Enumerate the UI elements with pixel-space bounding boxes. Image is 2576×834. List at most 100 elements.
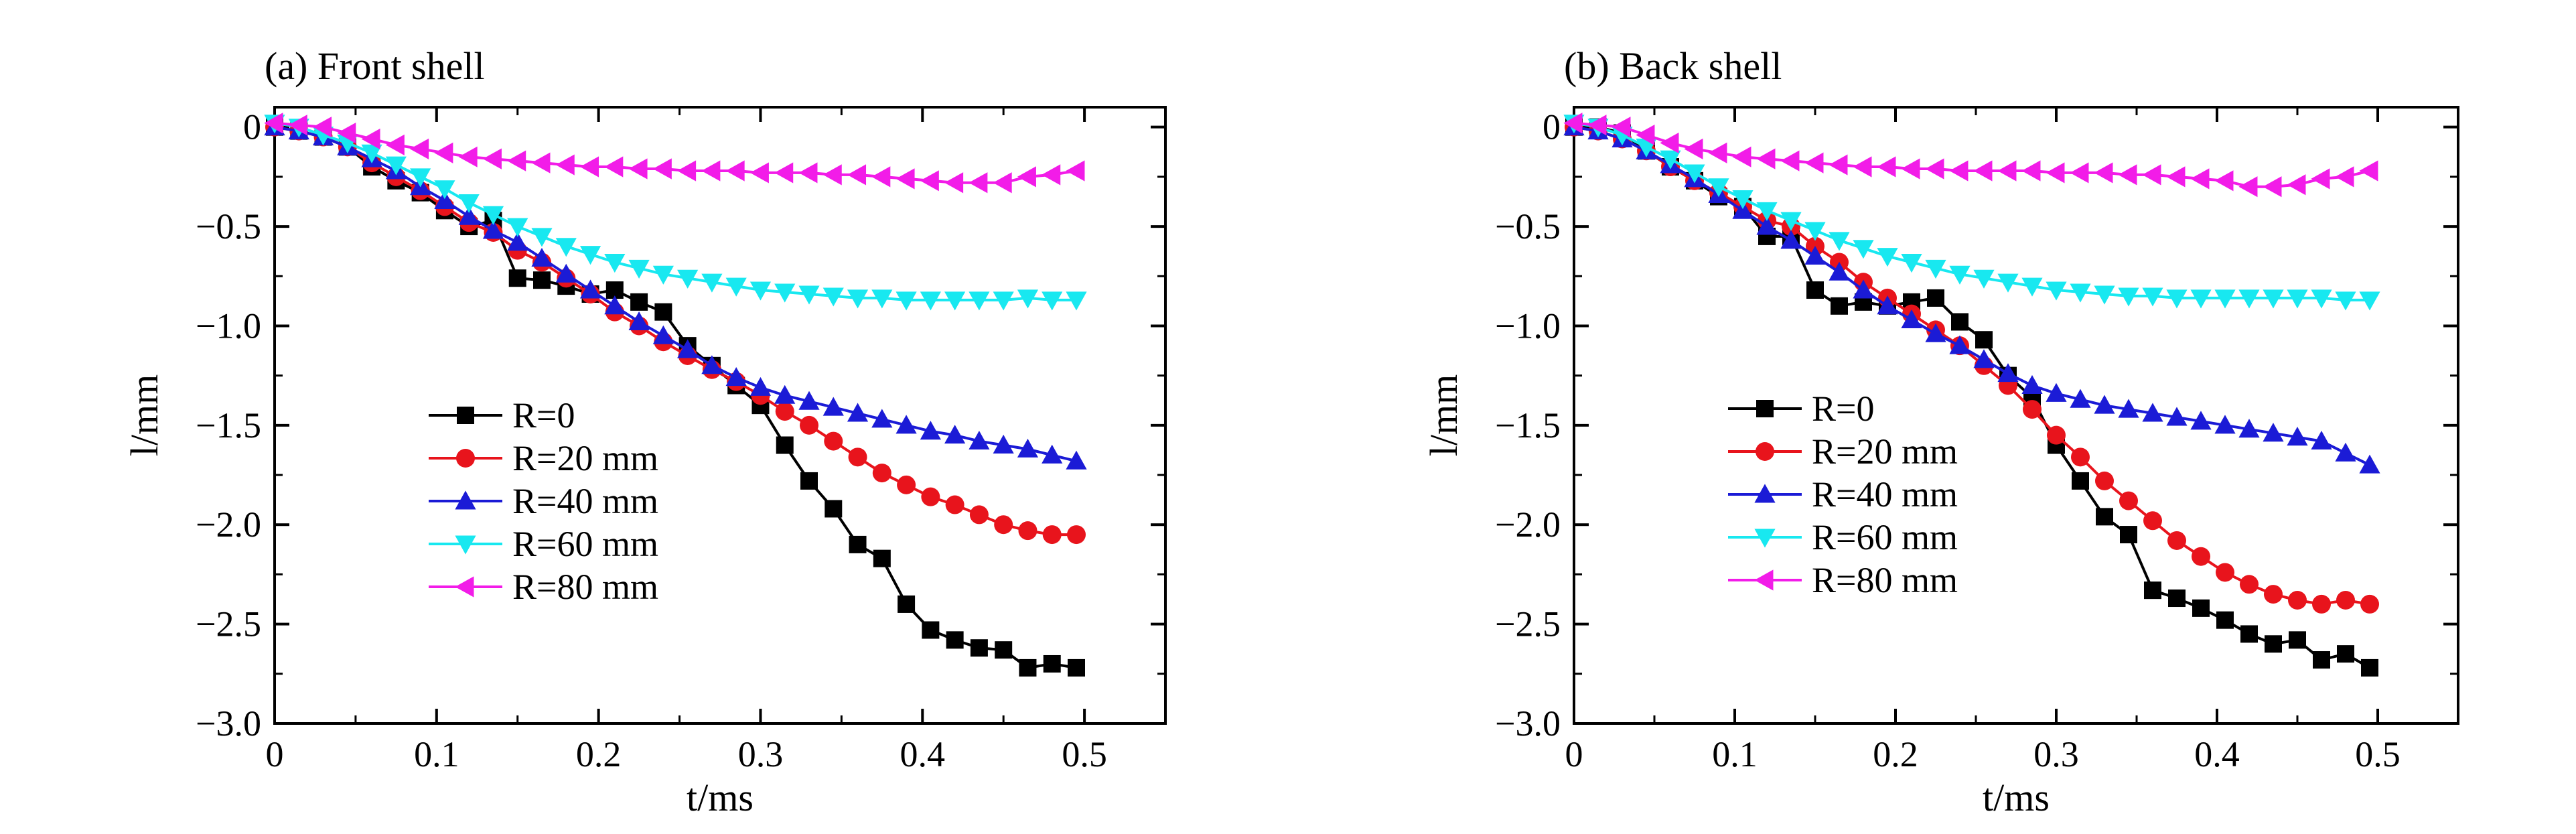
data-point <box>1017 289 1039 309</box>
data-point <box>2192 599 2210 617</box>
data-point <box>555 154 575 176</box>
data-point <box>385 134 405 155</box>
data-point <box>2070 283 2091 303</box>
data-point <box>1853 279 1874 299</box>
data-point <box>2359 291 2380 311</box>
data-point <box>1829 261 1850 281</box>
data-point <box>2118 287 2139 307</box>
data-point <box>701 355 723 374</box>
data-point <box>1949 160 1969 182</box>
data-point <box>822 397 844 416</box>
y-tick-label: −2.0 <box>196 504 261 545</box>
data-point <box>1901 254 1922 273</box>
legend-label: R=0 <box>1812 389 1874 429</box>
data-point <box>434 180 455 200</box>
series-line <box>274 125 1077 670</box>
series-line <box>1573 121 2370 188</box>
data-point <box>531 152 551 173</box>
data-point <box>1973 269 1995 289</box>
data-point <box>1042 164 1061 186</box>
data-point <box>725 367 747 387</box>
panel-title: (a) Front shell <box>265 44 485 88</box>
data-point <box>628 158 648 180</box>
x-tick-label: 0.3 <box>2033 734 2079 774</box>
y-tick-label: 0 <box>243 107 261 147</box>
y-tick-label: 0 <box>1543 107 1561 147</box>
data-point <box>2021 374 2043 394</box>
data-point <box>1660 150 1681 169</box>
data-point <box>2240 575 2259 594</box>
data-point <box>944 172 964 194</box>
data-point <box>385 156 407 176</box>
legend-label: R=60 mm <box>512 524 658 564</box>
data-point <box>825 500 843 518</box>
legend-label: R=80 mm <box>512 567 658 607</box>
data-point <box>1973 349 1995 368</box>
y-tick-label: −3.0 <box>1495 703 1561 744</box>
data-point <box>604 254 626 273</box>
data-point <box>2070 162 2089 184</box>
data-point <box>1756 202 1778 221</box>
data-point <box>458 194 480 214</box>
data-point <box>775 402 794 421</box>
data-point <box>1042 291 1063 311</box>
x-tick-label: 0.5 <box>2355 734 2401 774</box>
data-point <box>2335 442 2356 462</box>
data-point <box>1756 216 1778 235</box>
data-point <box>654 303 672 321</box>
data-point <box>1732 200 1754 219</box>
data-point <box>604 156 624 178</box>
data-point <box>264 113 283 134</box>
data-point <box>507 232 528 251</box>
data-point <box>969 291 990 311</box>
series-0 <box>1565 118 2378 677</box>
data-point <box>896 415 917 434</box>
series-line <box>274 125 1076 537</box>
data-point <box>482 220 504 239</box>
data-point <box>896 168 915 190</box>
data-point <box>1066 450 1087 470</box>
data-point <box>798 391 820 410</box>
data-point <box>1997 363 2019 383</box>
data-point <box>652 265 674 285</box>
data-point <box>2143 511 2162 531</box>
y-tick-label: −2.5 <box>1495 604 1561 644</box>
data-point <box>849 535 867 553</box>
data-point <box>2071 447 2090 467</box>
data-point <box>2265 635 2282 653</box>
panel-back-shell: 0 0.1 0.2 0.3 0.4 0.5 0 −0.5 −1.0 −1.5 −2.0 −2.5 −3.… <box>1422 44 2459 819</box>
data-point <box>2289 631 2306 649</box>
data-point <box>2072 472 2089 490</box>
data-point <box>2192 547 2210 566</box>
data-point <box>1780 150 1800 171</box>
data-point <box>1973 160 1993 182</box>
data-point <box>1756 148 1776 169</box>
legend-marker <box>455 490 476 510</box>
data-point <box>701 160 721 182</box>
data-point <box>410 168 431 188</box>
data-point <box>920 170 939 192</box>
panel-title: (b) Back shell <box>1564 44 1782 88</box>
data-point <box>1042 525 1062 545</box>
data-point <box>361 128 380 150</box>
y-tick-label: −2.5 <box>196 604 261 644</box>
data-point <box>2120 526 2137 544</box>
data-point <box>555 263 577 283</box>
data-point <box>969 505 989 525</box>
data-point <box>2190 411 2212 430</box>
y-tick-label: −1.0 <box>1495 305 1561 346</box>
data-point <box>628 311 650 330</box>
data-point <box>847 164 867 186</box>
data-point <box>1853 240 1874 259</box>
data-point <box>677 160 697 182</box>
legend-label: R=40 mm <box>512 481 658 521</box>
data-point <box>1997 273 2019 293</box>
data-point <box>749 376 772 396</box>
data-point <box>2361 658 2378 677</box>
data-point <box>2240 625 2258 643</box>
y-tick-label: −1.5 <box>1495 405 1561 445</box>
data-point <box>2094 285 2115 305</box>
y-tick-label: −2.0 <box>1495 504 1561 545</box>
data-point <box>1975 331 1993 349</box>
